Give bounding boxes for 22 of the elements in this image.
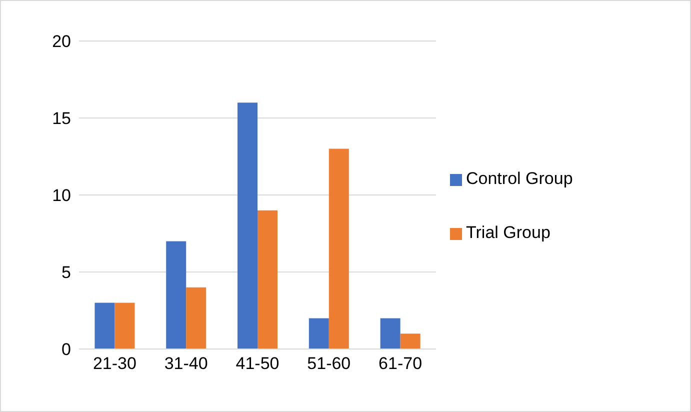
bar [94, 302, 115, 349]
bar [186, 287, 206, 349]
y-tick-label: 15 [52, 109, 71, 128]
bar [238, 102, 258, 349]
bar [328, 148, 349, 349]
y-tick-label: 20 [52, 32, 71, 52]
legend-label: Control Group [466, 169, 573, 188]
y-tick-label: 10 [52, 186, 71, 206]
legend-label: Trial Group [466, 223, 550, 242]
bar [380, 318, 400, 349]
y-tick-label: 0 [62, 340, 71, 360]
bar [258, 210, 278, 349]
x-tick-label: 31-40 [164, 354, 208, 374]
bar [308, 318, 329, 349]
x-tick-label: 61-70 [378, 354, 422, 374]
y-tick-label: 5 [62, 263, 71, 282]
x-tick-label: 51-60 [307, 354, 351, 374]
x-tick-label: 21-30 [92, 354, 136, 374]
bar [400, 334, 420, 349]
bar [114, 302, 135, 349]
bar [166, 241, 186, 349]
x-tick-label: 41-50 [236, 354, 280, 374]
